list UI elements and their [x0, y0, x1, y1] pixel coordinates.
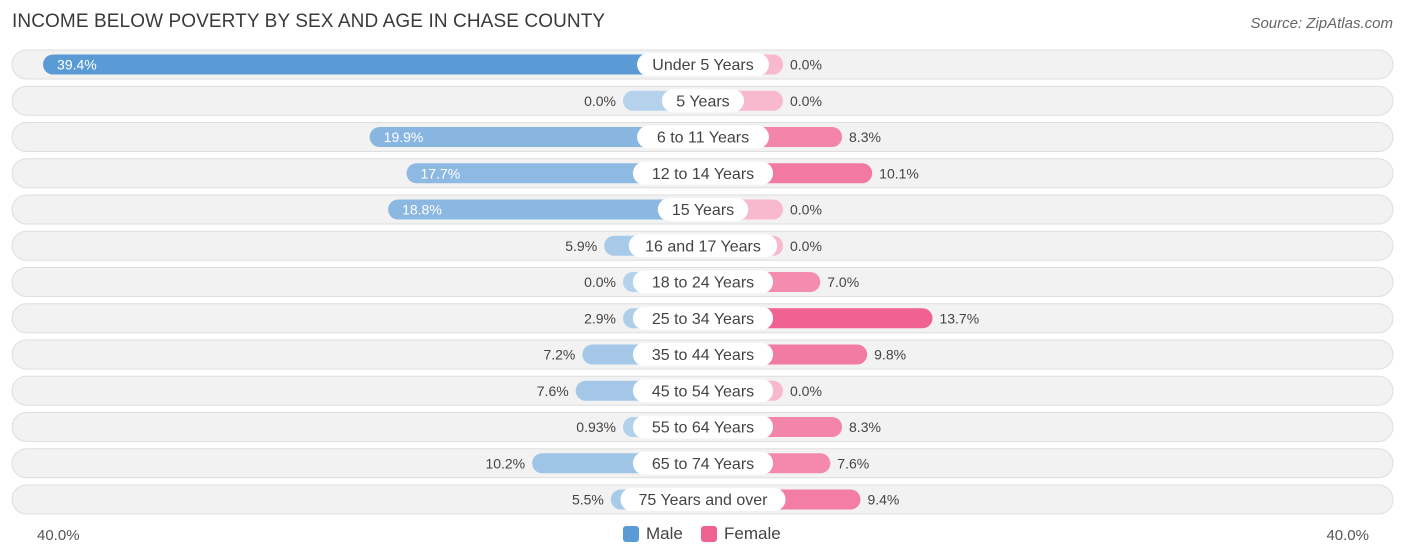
- category-pill: [637, 53, 769, 76]
- value-label-male: 0.0%: [584, 274, 616, 290]
- category-label: 15 Years: [672, 202, 734, 219]
- value-label-female: 7.0%: [827, 274, 859, 290]
- value-label-male: 17.7%: [421, 165, 461, 181]
- category-label: Under 5 Years: [652, 57, 753, 74]
- legend-swatch-female: [701, 526, 717, 542]
- chart-source: Source: ZipAtlas.com: [1250, 15, 1393, 32]
- category-pill: [661, 89, 745, 113]
- category-pill: [628, 234, 778, 258]
- category-label: 6 to 11 Years: [657, 130, 749, 147]
- category-label: 35 to 44 Years: [652, 347, 754, 364]
- value-label-female: 8.3%: [849, 419, 881, 435]
- category-pill: [632, 451, 774, 475]
- legend-item-female: Female: [701, 524, 781, 544]
- value-label-male: 18.8%: [402, 202, 442, 218]
- category-label: 18 to 24 Years: [652, 275, 754, 292]
- value-label-male: 5.5%: [572, 492, 604, 508]
- value-label-female: 0.0%: [790, 57, 822, 73]
- category-pill: [632, 379, 774, 403]
- category-label: 65 to 74 Years: [652, 456, 754, 473]
- bar-male: [388, 199, 703, 220]
- value-label-female: 0.0%: [790, 202, 822, 218]
- legend-label-male: Male: [646, 524, 683, 543]
- value-label-female: 0.0%: [790, 93, 822, 109]
- category-label: 55 to 64 Years: [652, 420, 754, 437]
- legend-label-female: Female: [724, 524, 781, 543]
- value-label-male: 7.6%: [537, 383, 569, 399]
- value-label-female: 8.3%: [849, 129, 881, 145]
- category-label: 25 to 34 Years: [652, 311, 754, 328]
- axis-left-label: 40.0%: [37, 527, 80, 544]
- value-label-female: 9.4%: [867, 492, 899, 508]
- axis-right-label: 40.0%: [1326, 527, 1369, 544]
- legend-swatch-male: [623, 526, 639, 542]
- value-label-female: 0.0%: [790, 238, 822, 254]
- bar-male: [406, 163, 703, 184]
- value-label-male: 2.9%: [584, 310, 616, 326]
- value-label-female: 13.7%: [939, 310, 979, 326]
- category-pill: [632, 306, 774, 330]
- category-pill: [657, 198, 749, 221]
- value-label-male: 7.2%: [543, 347, 575, 363]
- value-label-male: 5.9%: [565, 238, 597, 254]
- bar-chart: Under 5 Years 39.4% 0.0% 5 Years 0.0% 0.0% 6 t…: [11, 49, 1394, 515]
- category-pill: [632, 415, 774, 439]
- legend: Male Female: [0, 524, 1406, 546]
- category-pill: [632, 343, 774, 366]
- category-pill: [620, 488, 786, 511]
- category-label: 45 to 54 Years: [652, 383, 754, 400]
- category-pill: [632, 161, 774, 185]
- value-label-female: 9.8%: [874, 347, 906, 363]
- category-label: 12 to 14 Years: [652, 166, 754, 183]
- value-label-female: 10.1%: [879, 165, 919, 181]
- chart-title: INCOME BELOW POVERTY BY SEX AND AGE IN C…: [12, 11, 606, 32]
- category-label: 5 Years: [676, 93, 729, 110]
- category-label: 16 and 17 Years: [645, 238, 761, 255]
- value-label-male: 0.0%: [584, 93, 616, 109]
- value-label-male: 39.4%: [57, 57, 97, 73]
- category-label: 75 Years and over: [639, 492, 769, 509]
- value-label-female: 7.6%: [837, 455, 869, 471]
- bar-male: [43, 54, 704, 75]
- value-label-male: 10.2%: [485, 455, 525, 471]
- legend-item-male: Male: [623, 524, 683, 544]
- value-label-female: 0.0%: [790, 383, 822, 399]
- value-label-male: 0.93%: [576, 419, 616, 435]
- category-pill: [632, 270, 774, 294]
- bar-male: [369, 127, 703, 147]
- category-pill: [637, 125, 769, 149]
- value-label-male: 19.9%: [384, 129, 424, 145]
